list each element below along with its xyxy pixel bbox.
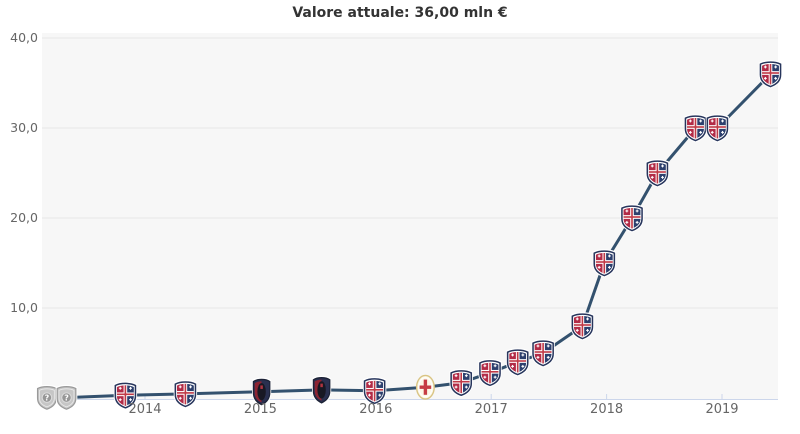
marker-cagliari-crest[interactable] bbox=[705, 114, 730, 143]
marker-dark-club-crest[interactable] bbox=[312, 375, 332, 405]
marker-cagliari-crest[interactable] bbox=[645, 159, 670, 188]
marker-cagliari-crest[interactable] bbox=[570, 312, 595, 341]
y-tick-label: 20,0 bbox=[10, 210, 38, 225]
marker-cagliari-crest[interactable] bbox=[758, 60, 783, 89]
marker-light-club-crest[interactable] bbox=[415, 374, 435, 400]
x-tick-label: 2018 bbox=[590, 402, 624, 417]
marker-cagliari-crest[interactable] bbox=[683, 114, 708, 143]
plot-background bbox=[42, 33, 778, 400]
marker-cagliari-crest[interactable] bbox=[620, 204, 644, 233]
marker-cagliari-crest[interactable] bbox=[592, 249, 616, 278]
question-icon: ? bbox=[64, 394, 69, 403]
marker-cagliari-crest[interactable] bbox=[506, 348, 530, 377]
marker-dark-club-crest[interactable] bbox=[252, 377, 272, 407]
marker-unknown-club-shield[interactable]: ? bbox=[55, 384, 78, 412]
y-tick-label: 30,0 bbox=[10, 120, 38, 135]
chart-title: Valore attuale: 36,00 mln € bbox=[292, 5, 508, 21]
y-tick-label: 40,0 bbox=[10, 30, 38, 45]
marker-cagliari-crest[interactable] bbox=[113, 381, 138, 410]
x-tick-label: 2019 bbox=[705, 402, 739, 417]
marker-unknown-club-shield[interactable]: ? bbox=[36, 384, 58, 412]
marker-cagliari-crest[interactable] bbox=[478, 359, 502, 388]
marker-cagliari-crest[interactable] bbox=[531, 339, 555, 368]
marker-cagliari-crest[interactable] bbox=[449, 368, 473, 398]
x-tick-label: 2014 bbox=[128, 402, 162, 417]
y-tick-label: 10,0 bbox=[10, 300, 38, 315]
x-tick-label: 2017 bbox=[474, 402, 508, 417]
marker-cagliari-crest[interactable] bbox=[362, 377, 387, 406]
x-tick-label: 2015 bbox=[243, 402, 277, 417]
marker-cagliari-crest[interactable] bbox=[173, 380, 198, 409]
question-icon: ? bbox=[45, 394, 50, 403]
x-tick-label: 2016 bbox=[359, 402, 393, 417]
